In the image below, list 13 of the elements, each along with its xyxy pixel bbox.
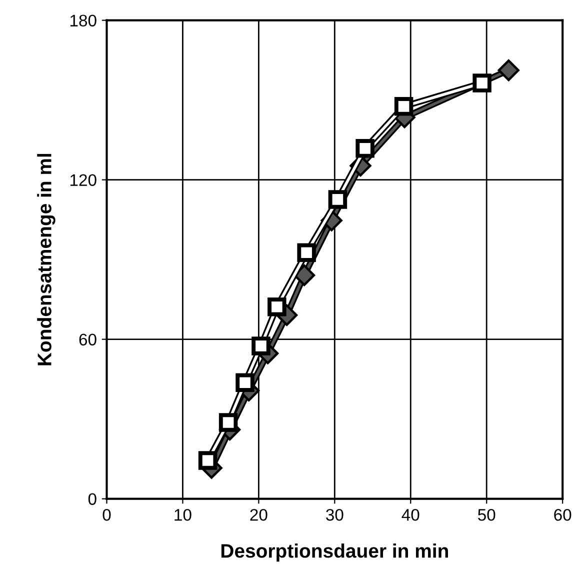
y-axis-title: Kondensatmenge in ml xyxy=(37,154,56,366)
x-axis-title: Desorptionsdauer in min xyxy=(221,544,448,562)
x-tick-label: 60 xyxy=(554,508,572,521)
x-tick-label: 10 xyxy=(174,508,192,521)
y-tick-label: 120 xyxy=(70,174,96,186)
x-tick-label: 0 xyxy=(102,508,111,521)
x-tick-label: 20 xyxy=(250,508,268,521)
x-tick-label: 30 xyxy=(326,508,344,521)
y-tick-label: 180 xyxy=(70,14,96,27)
y-tick-label: 0 xyxy=(88,493,96,506)
y-tick-label: 60 xyxy=(79,334,96,346)
x-tick-label: 40 xyxy=(402,508,420,521)
x-tick-label: 50 xyxy=(478,508,496,521)
